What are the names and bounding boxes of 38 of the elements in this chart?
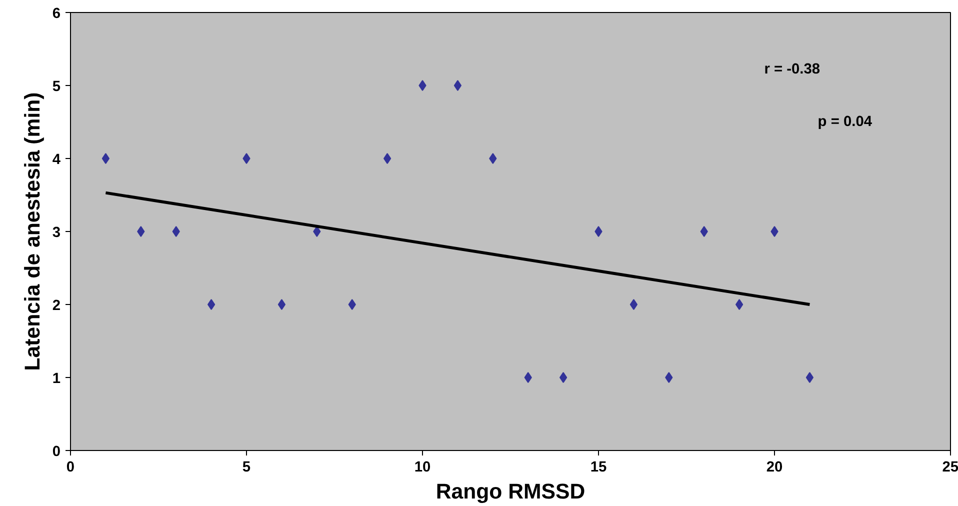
point (418, 80, 426, 91)
point (454, 80, 462, 91)
point (524, 372, 532, 383)
y-tick-label: 4 (52, 152, 62, 168)
point (102, 153, 110, 164)
point (348, 299, 356, 310)
x-tick-label: 5 (242, 460, 251, 476)
y-tick-label: 0 (52, 444, 61, 460)
x-axis-title: Rango RMSSD (436, 480, 586, 504)
x-tick-label: 25 (942, 460, 958, 476)
x-tick-label: 0 (66, 460, 75, 476)
point (242, 153, 250, 164)
x-tick-label: 15 (590, 460, 607, 476)
point (559, 372, 568, 383)
point (665, 372, 673, 383)
y-tick-label: 2 (52, 298, 61, 314)
annotation: r = -0.38 (764, 61, 820, 78)
point (383, 153, 392, 164)
y-tick-label: 5 (52, 79, 61, 95)
point (313, 226, 321, 237)
point (489, 153, 497, 164)
x-tick-label: 10 (414, 460, 431, 476)
point (806, 372, 814, 383)
point (630, 299, 638, 310)
y-tick-label: 6 (52, 6, 61, 22)
point (594, 226, 602, 237)
point (770, 226, 778, 237)
x-tick-label: 20 (766, 460, 783, 476)
annotation: p = 0.04 (818, 114, 873, 130)
point (207, 299, 216, 310)
point (278, 299, 286, 310)
point (137, 226, 145, 237)
y-tick-label: 3 (52, 225, 61, 241)
point (735, 299, 744, 310)
y-axis-title: Latencia de anestesia (min) (20, 92, 44, 371)
point (700, 226, 708, 237)
point (172, 226, 180, 237)
y-tick-label: 1 (52, 371, 61, 387)
